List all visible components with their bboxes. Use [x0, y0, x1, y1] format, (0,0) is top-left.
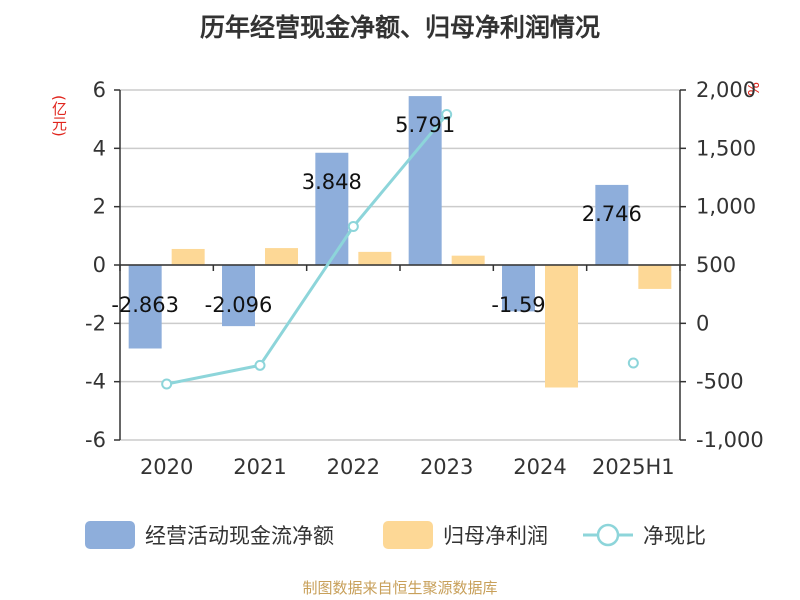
bar-net-profit	[358, 251, 392, 265]
y2-tick-label: -1,000	[696, 428, 764, 452]
x-tick-label: 2025H1	[592, 455, 675, 479]
x-tick-label: 2024	[513, 455, 566, 479]
y-tick-label: -2	[85, 311, 106, 335]
chart-title: 历年经营现金净额、归母净利润情况	[199, 13, 600, 42]
legend-item-net-cash-ratio: 净现比	[643, 524, 706, 548]
y2-tick-label: 1,000	[696, 195, 756, 219]
legend-swatch	[383, 521, 433, 549]
y-tick-label: -4	[85, 370, 106, 394]
x-tick-label: 2020	[140, 455, 193, 479]
y-tick-label: 0	[93, 253, 106, 277]
legend-item-net-profit: 归母净利润	[443, 524, 548, 548]
x-tick-label: 2021	[233, 455, 286, 479]
cashflow-data-label: 3.848	[302, 170, 362, 194]
cashflow-data-label: 5.791	[395, 113, 455, 137]
cashflow-data-label: 2.746	[582, 202, 642, 226]
y2-tick-label: 0	[696, 311, 709, 335]
source-note: 制图数据来自恒生聚源数据库	[302, 579, 498, 597]
y2-tick-label: 1,500	[696, 136, 756, 160]
net-cash-ratio-point	[627, 357, 639, 369]
net-cash-ratio-line	[166, 113, 448, 386]
y-tick-label: 4	[93, 136, 106, 160]
bar-cashflow	[502, 265, 535, 312]
y-tick-label: 6	[93, 78, 106, 102]
y-axis-label: (亿元)	[50, 95, 68, 137]
bar-cashflow	[128, 265, 162, 349]
bar-net-profit	[265, 248, 298, 265]
y-tick-label: -6	[85, 428, 106, 452]
y-tick-label: 2	[93, 195, 106, 219]
bar-net-profit	[451, 255, 485, 265]
net-cash-ratio-point	[254, 359, 266, 371]
cashflow-data-label: -2.863	[111, 293, 179, 317]
x-tick-label: 2023	[420, 455, 473, 479]
y2-tick-label: 500	[696, 253, 736, 277]
legend-swatch	[85, 521, 135, 549]
bar-net-profit	[638, 265, 672, 289]
bar-cashflow	[315, 152, 349, 265]
bar-cashflow	[222, 265, 255, 327]
y2-tick-label: -500	[696, 370, 744, 394]
cashflow-data-label: -2.096	[205, 293, 273, 317]
y2-tick-label: 2,000	[696, 78, 756, 102]
net-cash-ratio-point	[441, 109, 453, 120]
x-tick-label: 2022	[327, 455, 380, 479]
bar-net-profit	[545, 265, 578, 388]
net-cash-ratio-point	[347, 221, 359, 232]
cashflow-data-label: -1.59	[491, 293, 545, 317]
bar-cashflow	[408, 96, 442, 266]
bar-net-profit	[171, 248, 205, 265]
bar-cashflow	[595, 184, 629, 265]
net-cash-ratio-point	[161, 378, 173, 390]
legend-item-cashflow: 经营活动现金流净额	[145, 524, 334, 548]
legend-swatch-marker	[596, 523, 620, 547]
